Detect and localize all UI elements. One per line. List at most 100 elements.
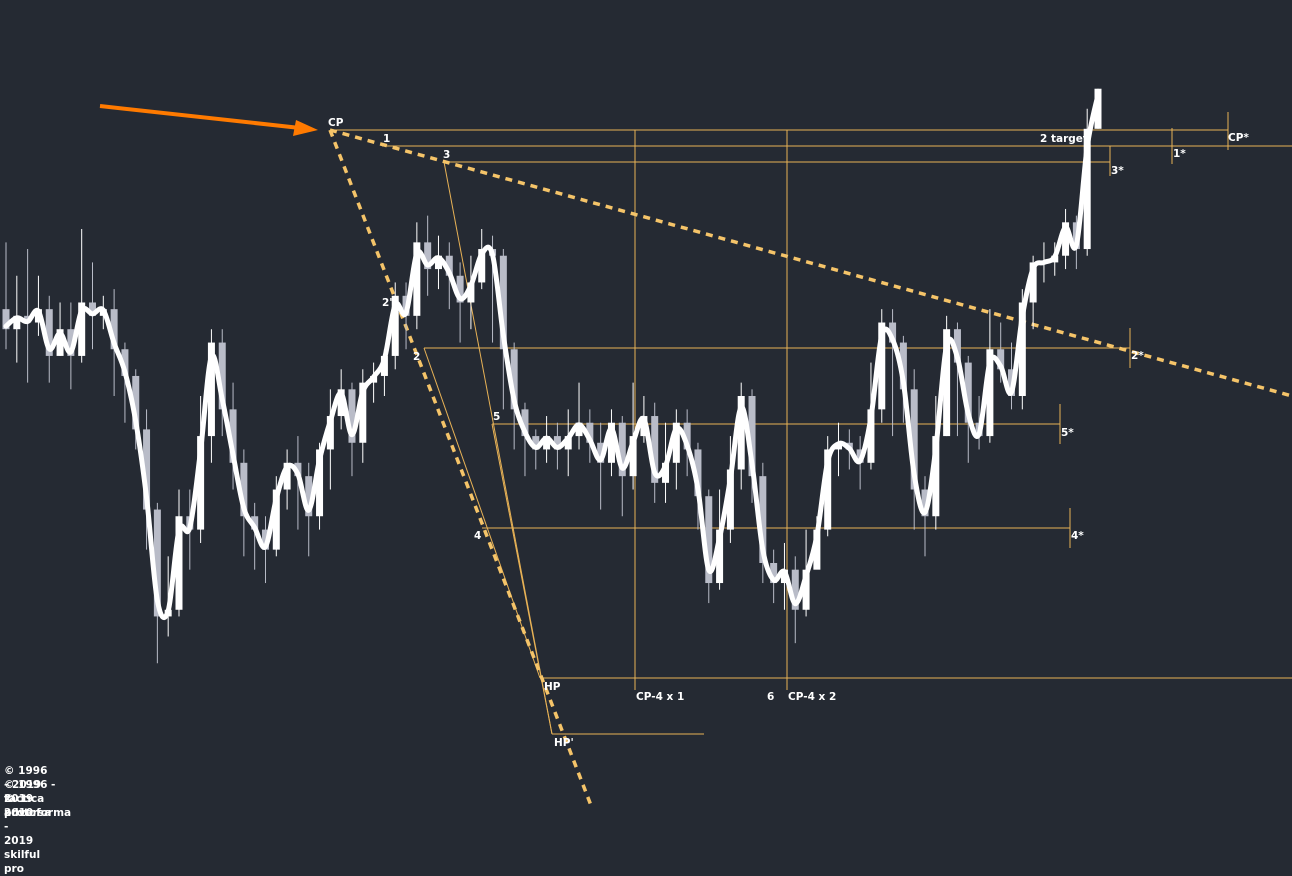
candle-body bbox=[997, 349, 1005, 370]
candle-body bbox=[1018, 302, 1026, 396]
candle-body bbox=[359, 382, 367, 443]
label-5: 5 bbox=[493, 411, 500, 423]
label-hp: HP bbox=[544, 681, 561, 693]
candle-body bbox=[694, 449, 702, 497]
triangle-2-hp bbox=[423, 347, 541, 679]
candle-body bbox=[348, 389, 356, 443]
label-2: 2 bbox=[413, 351, 420, 363]
label-cp-star: CP* bbox=[1228, 132, 1249, 144]
candle-body bbox=[543, 436, 551, 450]
label-cp: CP bbox=[328, 117, 344, 129]
candle-body bbox=[705, 496, 713, 584]
candle-body bbox=[67, 329, 75, 356]
candle-body bbox=[521, 409, 529, 437]
candle-body bbox=[899, 342, 907, 390]
label-cp4x1: CP-4 x 1 bbox=[636, 691, 684, 703]
candles-group bbox=[2, 88, 1102, 664]
level-labels: CP 1 3 2' 2 5 4 HP HP' CP-4 x 1 6 CP-4 x… bbox=[328, 117, 1249, 749]
label-2-star: 2* bbox=[1131, 350, 1144, 362]
candle-body bbox=[597, 442, 605, 463]
candle-body bbox=[672, 422, 680, 463]
candle-body bbox=[272, 489, 280, 550]
candle-body bbox=[964, 362, 972, 423]
candle-body bbox=[662, 462, 670, 483]
candle-body bbox=[175, 516, 183, 610]
label-1-star: 1* bbox=[1173, 148, 1186, 160]
candle-body bbox=[737, 396, 745, 470]
candle-body bbox=[337, 389, 345, 417]
candle-body bbox=[1094, 88, 1102, 129]
candle-body bbox=[240, 462, 248, 517]
label-cp4x2: CP-4 x 2 bbox=[788, 691, 836, 703]
candle-body bbox=[618, 422, 626, 477]
candle-body bbox=[716, 529, 724, 584]
candle-body bbox=[13, 315, 21, 330]
candle-body bbox=[229, 409, 237, 463]
candle-body bbox=[1083, 128, 1091, 250]
candle-body bbox=[921, 489, 929, 517]
candle-body bbox=[121, 349, 129, 376]
candle-body bbox=[553, 436, 561, 450]
smoothed-price-line bbox=[3, 92, 1101, 621]
label-2-prime: 2' bbox=[382, 297, 393, 309]
candle-body bbox=[1029, 262, 1037, 303]
candle-body bbox=[953, 329, 961, 363]
candle-body bbox=[56, 329, 64, 356]
candle-body bbox=[78, 302, 86, 356]
candle-body bbox=[824, 449, 832, 530]
candle-body bbox=[878, 322, 886, 410]
candle-body bbox=[413, 242, 421, 316]
candle-body bbox=[424, 242, 432, 270]
lower-trendline bbox=[328, 129, 594, 809]
direction-arrow bbox=[99, 104, 318, 136]
candle-body bbox=[791, 569, 799, 610]
candle-body bbox=[932, 436, 940, 517]
candle-body bbox=[770, 563, 778, 584]
copyright-line: © 2010 - 2019 skilful pro bbox=[4, 793, 41, 875]
candle-body bbox=[143, 429, 151, 510]
label-target: 2 target bbox=[1040, 133, 1088, 145]
candle-body bbox=[251, 516, 259, 530]
candle-body bbox=[434, 255, 442, 270]
candle-body bbox=[456, 275, 464, 303]
candle-body bbox=[867, 409, 875, 463]
candle-body bbox=[88, 302, 96, 316]
label-4: 4 bbox=[474, 530, 481, 542]
candle-body bbox=[45, 309, 53, 356]
candle-body bbox=[629, 436, 637, 477]
candle-body bbox=[283, 462, 291, 490]
price-chart: CP 1 3 2' 2 5 4 HP HP' CP-4 x 1 6 CP-4 x… bbox=[2, 88, 1292, 809]
candle-body bbox=[910, 389, 918, 490]
candle-body bbox=[759, 476, 767, 563]
candle-body bbox=[651, 416, 659, 483]
candle-body bbox=[532, 436, 540, 450]
label-1: 1 bbox=[383, 133, 390, 145]
candle-body bbox=[683, 422, 691, 450]
candle-body bbox=[110, 309, 118, 350]
candle-body bbox=[726, 469, 734, 530]
candle-body bbox=[380, 355, 388, 376]
candle-body bbox=[510, 349, 518, 410]
candle-body bbox=[943, 329, 951, 437]
candle-body bbox=[326, 416, 334, 450]
label-3: 3 bbox=[443, 149, 450, 161]
candle-body bbox=[467, 282, 475, 303]
label-6: 6 bbox=[767, 691, 774, 703]
candle-body bbox=[575, 422, 583, 437]
candle-body bbox=[218, 342, 226, 410]
candle-body bbox=[564, 436, 572, 450]
candle-body bbox=[207, 342, 215, 437]
candle-body bbox=[889, 322, 897, 343]
candle-body bbox=[153, 509, 161, 617]
candle-body bbox=[748, 396, 756, 477]
candle-body bbox=[445, 255, 453, 276]
label-5-star: 5* bbox=[1061, 427, 1074, 439]
candle-body bbox=[2, 309, 10, 330]
candle-body bbox=[813, 529, 821, 570]
candle-body bbox=[802, 569, 810, 610]
upper-trendline bbox=[329, 128, 1292, 398]
triangle-5-hp bbox=[491, 423, 553, 735]
candle-body bbox=[986, 349, 994, 437]
trendlines bbox=[328, 128, 1292, 809]
candle-body bbox=[305, 476, 313, 517]
